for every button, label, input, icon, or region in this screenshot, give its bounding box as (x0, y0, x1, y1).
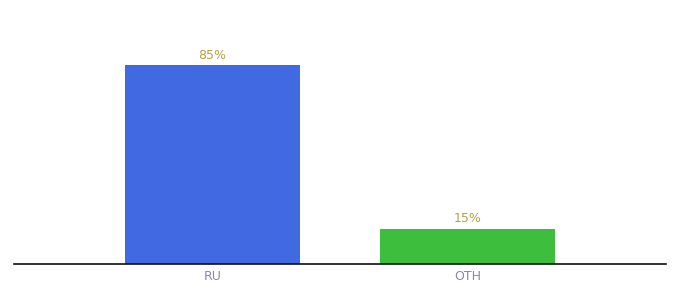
Text: 15%: 15% (454, 212, 481, 225)
Bar (125, 65, 300, 264)
Bar (380, 229, 555, 264)
Text: 85%: 85% (199, 49, 226, 62)
